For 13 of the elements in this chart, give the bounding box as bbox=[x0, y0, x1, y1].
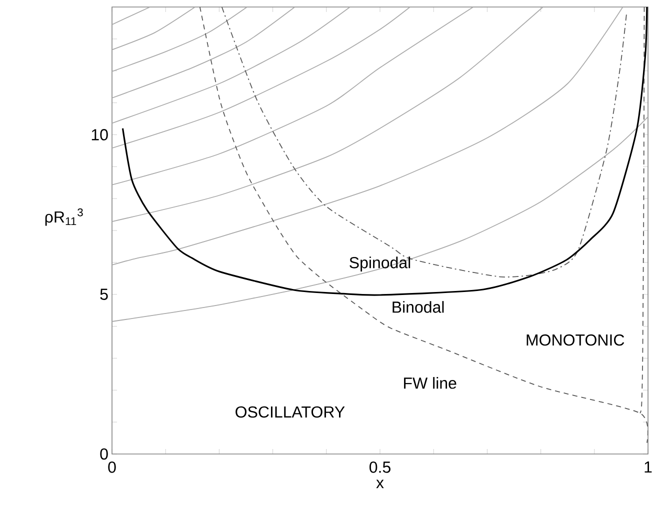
x-tick-label: 1 bbox=[644, 462, 652, 473]
annotation: Spinodal bbox=[350, 256, 410, 272]
annotation: FW line bbox=[404, 377, 456, 389]
x-tick-label: 0 bbox=[108, 462, 116, 473]
y-tick-label: 0 bbox=[100, 448, 108, 460]
y-tick-label: 5 bbox=[100, 288, 108, 300]
annotation: OSCILLATORY bbox=[236, 406, 345, 418]
annotation: Binodal bbox=[392, 301, 444, 313]
y-axis-title: ρR$_{11}$3 bbox=[45, 208, 83, 226]
annotation: MONOTONIC bbox=[526, 334, 624, 346]
y-tick-label: 10 bbox=[92, 129, 108, 140]
x-tick-label: 0.5 bbox=[370, 462, 390, 473]
x-axis-title: x bbox=[376, 480, 384, 488]
